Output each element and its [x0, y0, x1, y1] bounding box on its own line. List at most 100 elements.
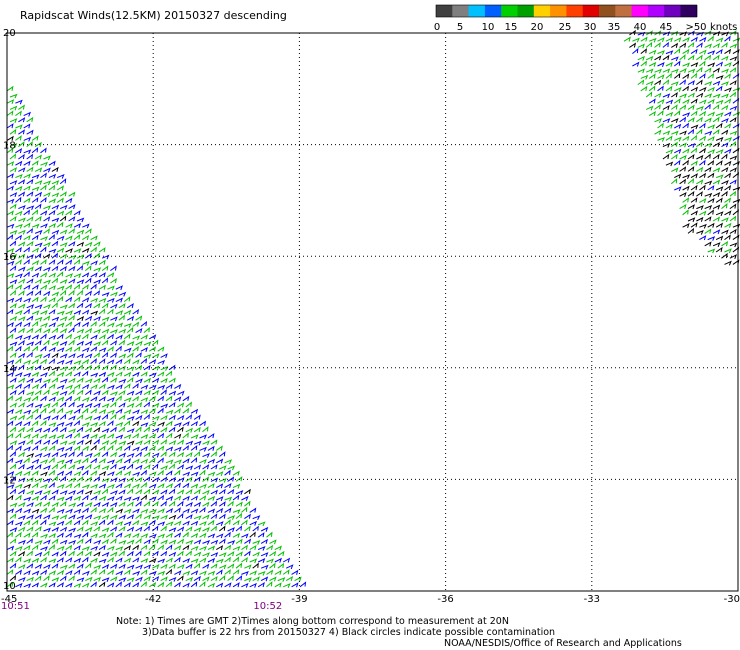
wind-barb	[26, 166, 34, 172]
wind-barb	[23, 496, 32, 502]
wind-barb	[160, 439, 168, 445]
wind-barb	[34, 513, 42, 520]
wind-barb	[152, 402, 160, 408]
wind-barb	[662, 41, 669, 48]
time-label: 10:52	[253, 601, 282, 612]
wind-barb	[132, 359, 140, 365]
wind-barb	[232, 470, 240, 476]
wind-barb	[679, 178, 686, 185]
wind-barb	[82, 321, 90, 327]
wind-barb	[216, 558, 224, 564]
wind-barb	[76, 289, 84, 296]
wind-barb	[23, 258, 30, 265]
wind-barb	[160, 465, 169, 471]
wind-barb	[6, 508, 15, 514]
wind-barb	[216, 545, 224, 551]
wind-barb	[177, 426, 184, 433]
wind-barb	[81, 370, 89, 377]
wind-barb	[26, 563, 34, 569]
wind-barb	[715, 174, 724, 180]
wind-barb	[140, 384, 149, 390]
wind-barb	[712, 93, 721, 99]
wind-barb	[56, 396, 65, 402]
wind-barb	[249, 520, 257, 526]
wind-barb	[43, 539, 51, 545]
wind-barb	[235, 476, 243, 482]
x-tick-label: -42	[145, 594, 161, 605]
wind-barb	[132, 458, 140, 464]
wind-barb	[81, 556, 89, 563]
wind-barb	[9, 167, 18, 173]
wind-barb	[81, 457, 89, 464]
wind-barb	[143, 488, 151, 495]
wind-barb	[729, 91, 737, 98]
wind-barb	[60, 378, 68, 384]
wind-barb	[40, 433, 48, 439]
wind-barb	[93, 526, 101, 532]
wind-barb	[721, 118, 729, 123]
wind-barb	[185, 427, 193, 433]
wind-barb	[48, 408, 56, 414]
wind-barb	[51, 451, 59, 458]
wind-barb	[59, 539, 68, 545]
plot-frame	[6, 32, 739, 592]
wind-barb	[143, 401, 151, 408]
wind-barb	[85, 302, 92, 309]
wind-barb	[82, 260, 90, 266]
wind-barb	[118, 489, 126, 495]
wind-barb	[101, 477, 110, 483]
wind-barb	[140, 320, 148, 327]
wind-barb	[34, 477, 43, 483]
wind-barb	[26, 241, 34, 247]
wind-barb	[82, 223, 90, 229]
wind-barb	[15, 185, 23, 191]
wind-barb	[673, 159, 681, 166]
wind-barb	[207, 570, 216, 576]
wind-barb	[23, 209, 30, 216]
wind-barb	[65, 557, 73, 563]
wind-barb	[118, 402, 126, 408]
wind-barb	[721, 142, 729, 148]
wind-barb	[645, 91, 653, 98]
wind-barb	[59, 178, 67, 185]
wind-barb	[168, 551, 177, 557]
wind-barb	[18, 477, 26, 483]
wind-barb	[729, 141, 737, 147]
colorbar-segment	[566, 5, 584, 17]
wind-barb	[65, 248, 73, 254]
wind-barb	[40, 372, 48, 378]
wind-barb	[101, 413, 109, 420]
wind-barb	[118, 501, 126, 507]
wind-barb	[85, 501, 93, 507]
wind-barb	[190, 520, 199, 526]
wind-barb	[34, 203, 42, 210]
wind-barb	[712, 153, 720, 160]
wind-barb	[712, 42, 721, 48]
wind-barb	[724, 185, 732, 191]
wind-barb	[249, 570, 257, 576]
wind-barb	[724, 234, 731, 241]
wind-barb	[673, 47, 681, 54]
wind-barb	[721, 166, 729, 173]
wind-barb	[26, 227, 33, 234]
wind-barb	[15, 148, 23, 154]
wind-barb	[85, 389, 92, 396]
wind-barb	[82, 297, 90, 303]
wind-barb	[48, 223, 56, 228]
wind-barb	[73, 557, 82, 563]
wind-barb	[132, 532, 140, 538]
wind-barb	[40, 446, 48, 452]
wind-barb	[51, 217, 60, 223]
wind-barb	[149, 483, 157, 489]
wind-barb	[707, 248, 716, 254]
wind-barb	[31, 320, 39, 327]
wind-barb	[110, 477, 118, 483]
wind-barb	[235, 490, 244, 495]
wind-barb	[26, 153, 34, 160]
wind-barb	[56, 371, 65, 377]
wind-barb	[82, 546, 90, 552]
wind-barb	[140, 347, 148, 352]
wind-barb	[132, 496, 140, 502]
wind-barb	[148, 457, 156, 464]
wind-barb	[182, 421, 190, 427]
